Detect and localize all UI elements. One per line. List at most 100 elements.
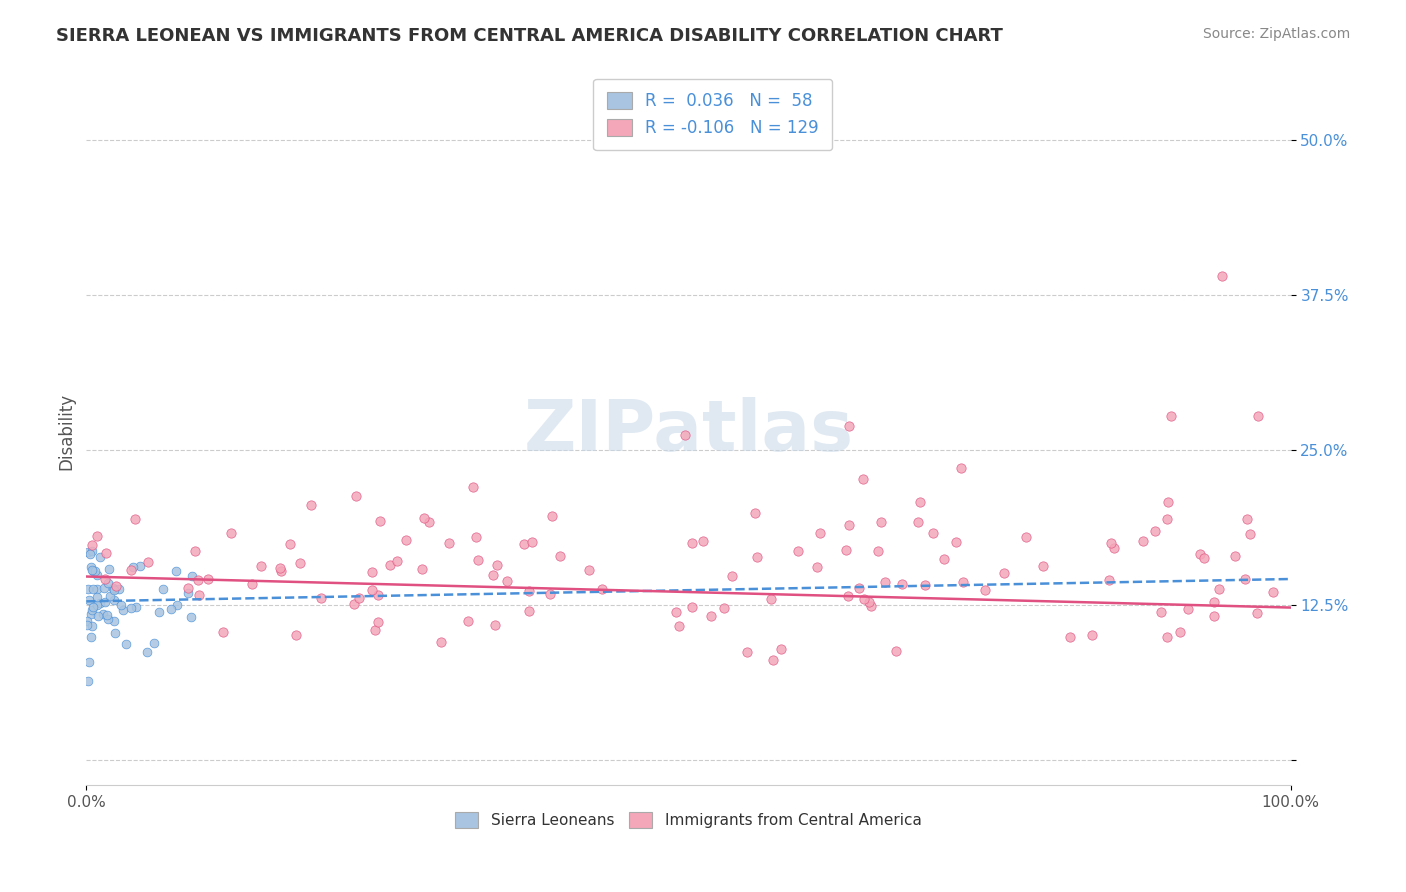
Point [378, 558, 401, 573]
Point [148, 606, 170, 620]
Legend: Sierra Leoneans, Immigrants from Central America: Sierra Leoneans, Immigrants from Central… [450, 805, 928, 834]
Point [759, 592, 782, 607]
Point [1208, 582, 1230, 597]
Point [344, 489, 367, 503]
Point [1263, 585, 1285, 599]
Point [418, 515, 440, 529]
Point [838, 419, 860, 434]
Point [713, 601, 735, 615]
Point [176, 582, 198, 596]
Point [457, 614, 479, 628]
Point [681, 536, 703, 550]
Point [395, 533, 418, 547]
Point [82, 619, 104, 633]
Point [77, 582, 100, 597]
Point [96, 546, 118, 560]
Point [76, 545, 98, 559]
Text: Source: ZipAtlas.com: Source: ZipAtlas.com [1202, 27, 1350, 41]
Point [82, 563, 104, 577]
Point [96, 608, 118, 623]
Point [86, 582, 108, 597]
Point [1102, 541, 1125, 556]
Point [858, 594, 880, 608]
Point [115, 637, 138, 651]
Point [437, 536, 460, 550]
Point [82, 538, 104, 552]
Point [1157, 494, 1180, 508]
Point [837, 589, 859, 603]
Point [97, 576, 120, 591]
Point [952, 575, 974, 590]
Point [681, 599, 703, 614]
Point [152, 582, 174, 596]
Point [80, 560, 103, 574]
Point [269, 561, 291, 575]
Point [110, 599, 132, 613]
Point [1098, 573, 1121, 587]
Point [860, 599, 883, 614]
Point [852, 472, 875, 486]
Point [270, 564, 292, 578]
Point [673, 427, 696, 442]
Point [361, 582, 384, 597]
Point [184, 543, 207, 558]
Point [517, 604, 540, 618]
Point [770, 641, 793, 656]
Point [135, 645, 157, 659]
Point [121, 560, 143, 574]
Point [79, 547, 101, 561]
Point [82, 602, 104, 616]
Point [197, 572, 219, 586]
Point [367, 587, 389, 601]
Point [347, 591, 370, 605]
Point [875, 574, 897, 589]
Point [517, 583, 540, 598]
Point [891, 576, 914, 591]
Point [180, 569, 202, 583]
Point [285, 628, 308, 642]
Point [513, 536, 536, 550]
Point [280, 537, 302, 551]
Point [84, 565, 107, 579]
Point [125, 600, 148, 615]
Point [1156, 512, 1178, 526]
Point [1234, 572, 1257, 586]
Point [80, 630, 103, 644]
Point [343, 597, 366, 611]
Point [692, 534, 714, 549]
Point [97, 562, 120, 576]
Point [745, 549, 768, 564]
Point [103, 582, 125, 596]
Point [93, 594, 115, 608]
Point [1188, 547, 1211, 561]
Point [548, 549, 571, 564]
Point [922, 526, 945, 541]
Point [94, 572, 117, 586]
Point [808, 526, 831, 541]
Point [187, 573, 209, 587]
Point [91, 607, 114, 622]
Point [1059, 630, 1081, 644]
Point [136, 555, 159, 569]
Point [80, 607, 103, 622]
Point [1132, 534, 1154, 549]
Point [103, 615, 125, 629]
Point [1194, 550, 1216, 565]
Point [98, 589, 121, 603]
Point [852, 591, 875, 606]
Point [166, 599, 188, 613]
Point [93, 582, 115, 596]
Point [367, 615, 389, 630]
Point [103, 581, 125, 595]
Point [1247, 409, 1270, 423]
Point [538, 587, 561, 601]
Point [299, 498, 322, 512]
Point [464, 530, 486, 544]
Point [838, 518, 860, 533]
Point [103, 582, 125, 597]
Point [159, 601, 181, 615]
Point [143, 635, 166, 649]
Point [520, 535, 543, 549]
Point [762, 652, 785, 666]
Point [165, 564, 187, 578]
